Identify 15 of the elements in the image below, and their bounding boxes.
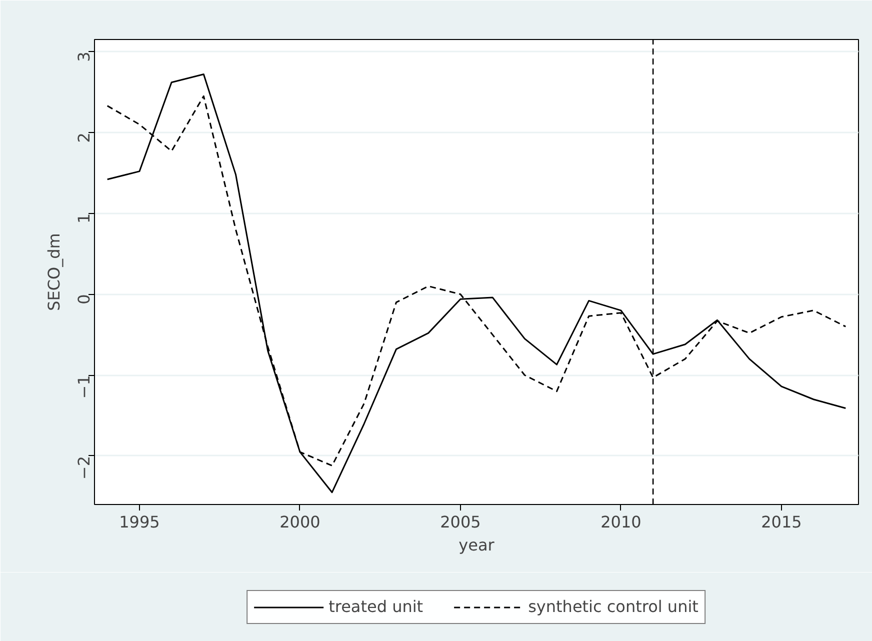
y-tick-label: 1 (74, 213, 94, 224)
y-tick-label: 2 (74, 132, 94, 143)
y-tick-label: −1 (74, 375, 94, 399)
y-tick-label: 0 (74, 294, 94, 304)
x-tick-label: 2005 (440, 512, 481, 532)
x-tick-label: 2000 (280, 512, 320, 532)
y-tick-label: 3 (74, 52, 94, 62)
legend-label: synthetic control unit (528, 597, 698, 616)
x-tick-label: 2015 (761, 512, 802, 532)
x-axis-title: year (458, 536, 495, 554)
x-tick-label: 2010 (600, 512, 642, 532)
x-tick-label: 1995 (119, 512, 160, 532)
legend-label: treated unit (328, 597, 424, 616)
y-axis-title: SECO_dm (44, 233, 64, 311)
y-tick-label: −2 (74, 456, 94, 480)
